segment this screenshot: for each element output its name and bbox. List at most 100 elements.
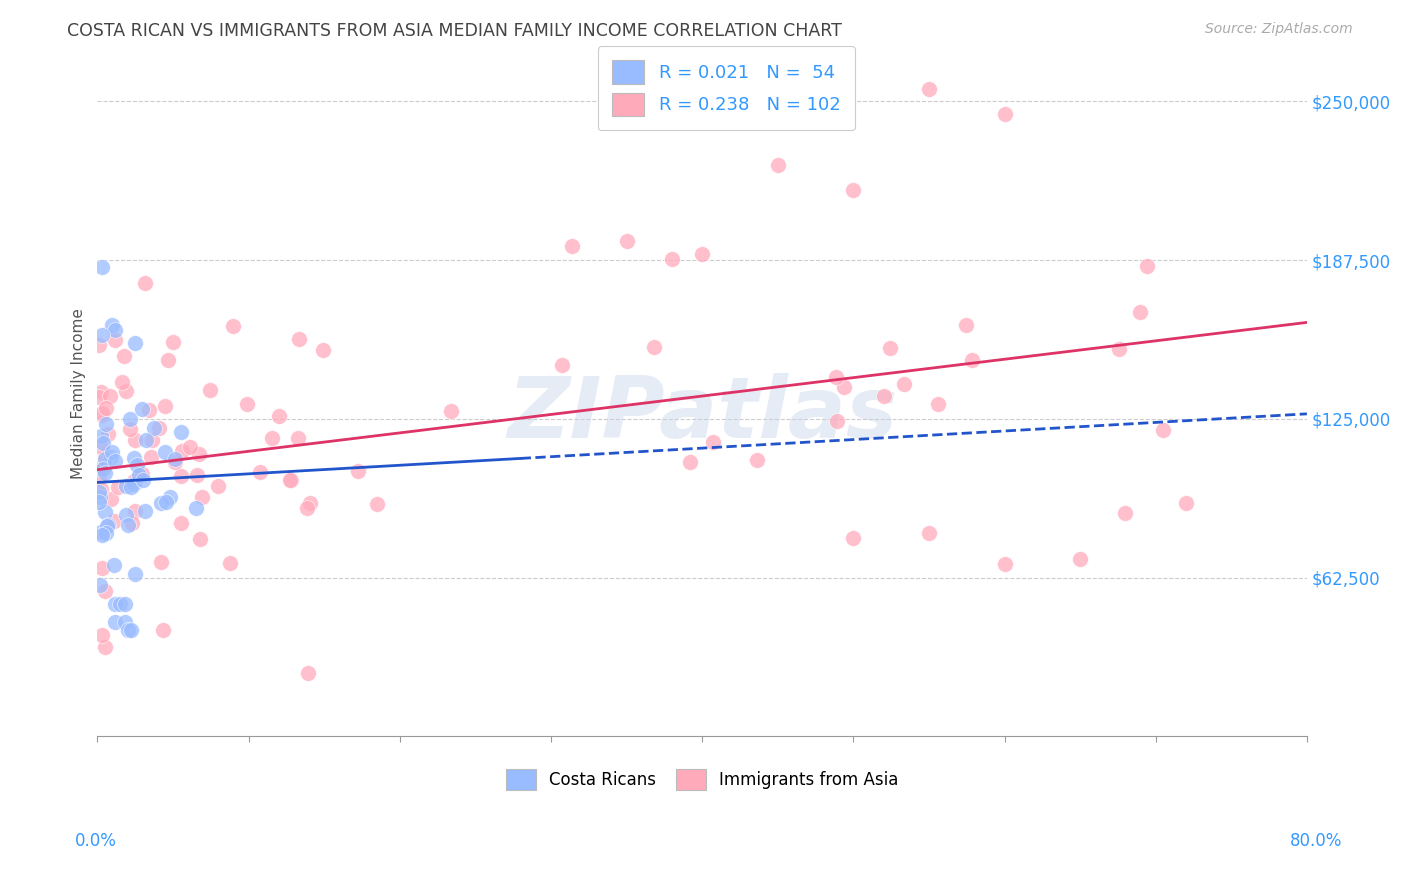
Point [148,420,170,434]
Point [90,628,112,642]
Point [134,276,156,290]
Point [873,389,896,403]
Point [827,414,849,428]
Point [120,623,142,637]
Text: 80.0%: 80.0% [1289,831,1343,849]
Point [94,450,117,465]
Point [90,528,112,542]
Point [187,447,209,461]
Point [96,519,118,533]
Point [893,377,915,392]
Point [842,183,865,197]
Point [249,466,271,480]
Point [169,425,191,439]
Point [297,665,319,680]
Text: COSTA RICAN VS IMMIGRANTS FROM ASIA MEDIAN FAMILY INCOME CORRELATION CHART: COSTA RICAN VS IMMIGRANTS FROM ASIA MEDI… [67,22,842,40]
Point [90,441,112,455]
Point [993,557,1015,571]
Point [155,445,177,459]
Point [551,358,574,372]
Point [690,247,713,261]
Text: 0.0%: 0.0% [75,831,117,849]
Point [643,340,665,354]
Point [766,158,789,172]
Point [118,422,141,436]
Point [159,490,181,504]
Point [269,409,291,424]
Point [1114,506,1136,520]
Point [114,597,136,611]
Point [94,466,117,480]
Point [295,501,318,516]
Point [955,318,977,332]
Point [311,343,333,357]
Point [1108,342,1130,356]
Point [87,485,110,500]
Point [89,491,111,505]
Point [128,467,150,482]
Point [280,473,302,487]
Point [94,640,117,655]
Point [179,440,201,454]
Point [93,504,115,518]
Point [107,480,129,494]
Point [90,482,112,496]
Point [184,500,207,515]
Point [90,260,112,274]
Point [104,323,127,337]
Point [122,477,145,491]
Point [927,397,949,411]
Point [824,369,846,384]
Text: ZIPatlas: ZIPatlas [508,373,897,456]
Point [440,404,463,418]
Point [219,556,242,570]
Point [100,450,122,464]
Point [679,455,702,469]
Point [287,431,309,445]
Point [162,334,184,349]
Point [131,467,153,482]
Point [128,467,150,481]
Point [124,433,146,447]
Point [90,409,112,423]
Point [96,401,118,415]
Point [96,427,118,442]
Point [143,421,166,435]
Point [879,341,901,355]
Point [150,555,173,569]
Point [89,578,111,592]
Point [170,469,193,483]
Point [262,431,284,445]
Point [236,397,259,411]
Point [115,384,138,398]
Point [115,479,138,493]
Point [87,471,110,485]
Point [198,384,221,398]
Point [561,239,583,253]
Point [832,380,855,394]
Point [117,623,139,637]
Point [288,332,311,346]
Point [108,597,131,611]
Point [347,464,370,478]
Point [165,452,187,467]
Point [114,615,136,629]
Point [141,450,163,464]
Point [120,480,142,494]
Point [104,333,127,347]
Point [90,560,112,574]
Point [101,318,124,332]
Point [104,454,127,468]
Point [89,524,111,539]
Point [155,495,177,509]
Point [94,451,117,466]
Point [918,82,941,96]
Point [1136,260,1159,274]
Point [87,390,110,404]
Point [186,468,208,483]
Point [745,453,768,467]
Point [122,451,145,466]
Point [298,496,321,510]
Point [191,490,214,504]
Point [96,525,118,540]
